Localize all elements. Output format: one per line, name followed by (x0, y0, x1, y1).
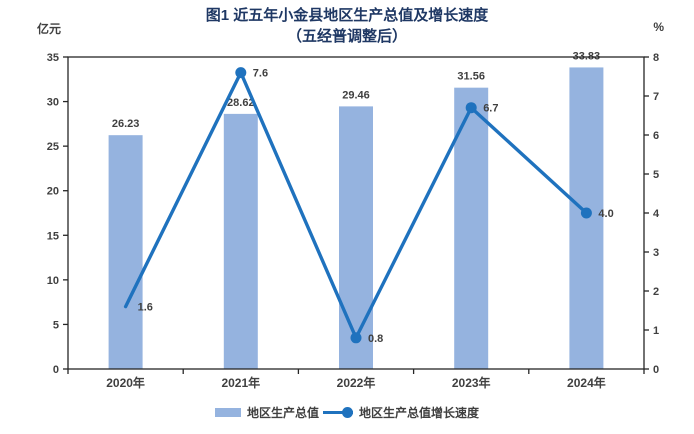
right-axis-unit-label: % (653, 20, 664, 34)
left-axis-tick-label: 15 (47, 230, 59, 242)
bar-label-2023年: 31.56 (457, 71, 485, 83)
x-axis-label-2022年: 2022年 (337, 375, 376, 390)
right-axis-tick-label: 4 (653, 208, 660, 220)
bar-label-2020年: 26.23 (112, 118, 140, 130)
legend-label-growth: 地区生产总值增长速度 (359, 406, 480, 420)
x-axis-label-2023年: 2023年 (452, 375, 491, 390)
bar-2022年 (339, 106, 373, 370)
left-axis-unit-label: 亿元 (37, 22, 62, 36)
chart-legend: 地区生产总值 地区生产总值增长速度 (0, 404, 694, 421)
right-axis-tick-label: 0 (653, 364, 659, 376)
line-marker-2024年 (580, 207, 592, 219)
right-axis-tick-label: 2 (653, 286, 659, 298)
bar-series-swatch-icon (214, 408, 241, 417)
bar-label-2022年: 29.46 (342, 89, 370, 101)
legend-label-gdp: 地区生产总值 (246, 406, 319, 420)
left-axis-tick-label: 35 (47, 52, 59, 64)
line-marker-2023年 (465, 102, 477, 114)
legend-item-gdp: 地区生产总值 (214, 404, 319, 421)
line-swatch-stroke (323, 411, 353, 414)
x-axis-label-2020年: 2020年 (106, 375, 145, 390)
line-series-swatch-icon (323, 407, 353, 418)
left-axis-tick-label: 25 (47, 141, 59, 153)
bar-2020年 (108, 135, 143, 369)
bar-2023年 (454, 87, 489, 369)
line-marker-2021年 (235, 67, 247, 79)
left-axis-tick-label: 30 (47, 97, 59, 109)
right-axis-tick-label: 6 (653, 130, 659, 142)
right-axis-tick-label: 7 (653, 91, 659, 103)
left-axis-tick-label: 20 (47, 186, 59, 198)
line-label-2024年: 4.0 (598, 208, 613, 220)
line-swatch-marker-icon (342, 407, 353, 418)
line-label-2021年: 7.6 (253, 68, 268, 80)
line-label-2022年: 0.8 (368, 333, 383, 345)
line-label-2020年: 1.6 (138, 302, 153, 314)
chart-title-line2: （五经普调整后） (286, 28, 407, 45)
line-label-2023年: 6.7 (483, 103, 498, 115)
x-axis-label-2021年: 2021年 (221, 375, 260, 390)
chart-title: 图1 近五年小金县地区生产总值及增长速度 （五经普调整后） (0, 5, 694, 47)
right-axis-tick-label: 8 (653, 52, 659, 64)
x-axis-label-2024年: 2024年 (567, 375, 606, 390)
right-axis-tick-label: 3 (653, 247, 659, 259)
bar-2021年 (223, 113, 258, 370)
left-axis-tick-label: 5 (53, 319, 59, 331)
right-axis-tick-label: 1 (653, 325, 659, 337)
right-axis-tick-label: 5 (653, 169, 659, 181)
legend-item-growth: 地区生产总值增长速度 (323, 404, 479, 421)
line-marker-2022年 (350, 332, 362, 344)
left-axis-tick-label: 10 (47, 275, 59, 287)
bar-label-2021年: 28.62 (227, 97, 255, 109)
chart-title-line1: 图1 近五年小金县地区生产总值及增长速度 (205, 7, 489, 24)
left-axis-tick-label: 0 (53, 364, 59, 376)
